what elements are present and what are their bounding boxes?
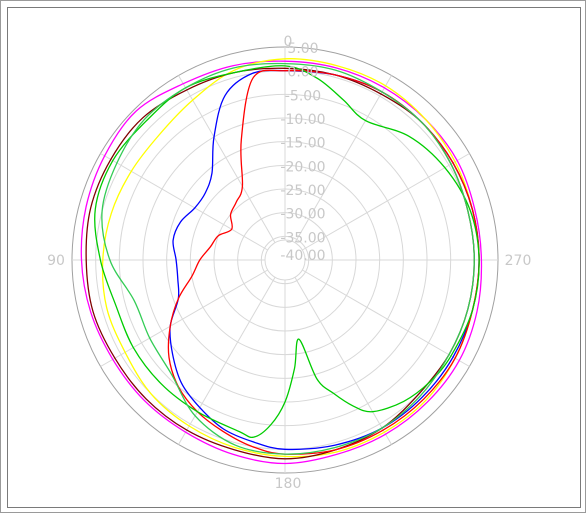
grid-spoke — [302, 269, 470, 367]
radial-tick-label: -35.00 — [280, 230, 325, 246]
angle-tick-label: 270 — [505, 253, 532, 269]
angle-tick-label: 0 — [284, 34, 293, 50]
angle-tick-label: 180 — [275, 476, 302, 492]
radial-tick-label: -25.00 — [280, 183, 325, 199]
grid-spoke — [178, 277, 276, 445]
grid-spoke — [100, 269, 268, 367]
series-line — [101, 62, 475, 455]
radial-tick-label: -30.00 — [280, 207, 325, 223]
grid-spoke — [178, 75, 276, 243]
radial-tick-label: -15.00 — [280, 136, 325, 152]
series-line — [101, 58, 480, 458]
radial-tick-label: -10.00 — [280, 112, 325, 128]
angle-tick-label: 90 — [47, 253, 65, 269]
series-line — [94, 65, 480, 438]
radial-tick-label: -5.00 — [285, 88, 321, 104]
polar-grid — [71, 46, 499, 474]
radial-tick-label: -40.00 — [280, 248, 325, 264]
grid-spoke — [294, 75, 392, 243]
series-group — [80, 58, 483, 465]
radial-tick-label: 0.00 — [287, 65, 318, 81]
polar-labels: -40.00 -35.00 -30.00 -25.00 -20.00 -15.00 -10.… — [47, 34, 531, 492]
grid-spoke — [100, 153, 268, 251]
series-line — [80, 60, 483, 465]
radial-tick-label: -20.00 — [280, 159, 325, 175]
grid-spoke — [294, 277, 392, 445]
grid-spoke — [302, 153, 470, 251]
radial-tick-label: 5.00 — [287, 41, 318, 57]
